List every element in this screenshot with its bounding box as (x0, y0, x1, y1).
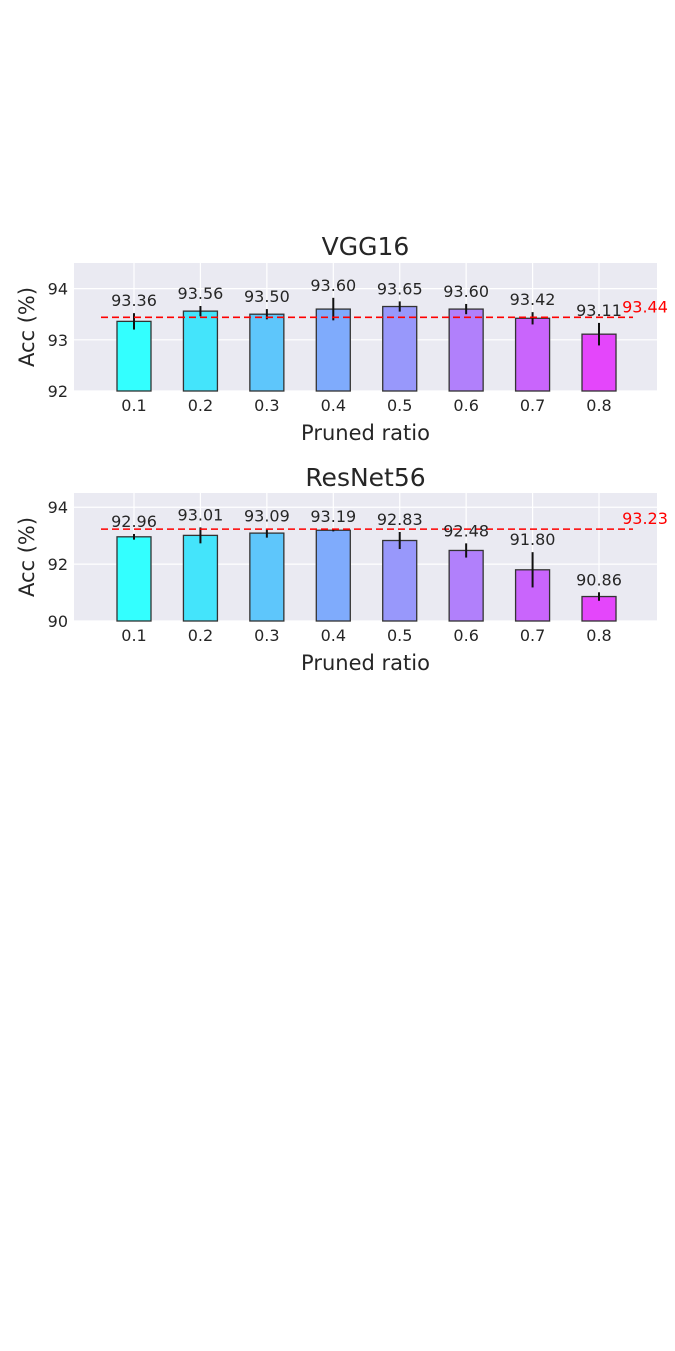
bar (116, 536, 152, 622)
plot-area (74, 263, 657, 391)
x-tick-label: 0.7 (520, 626, 545, 645)
x-axis-label: Pruned ratio (301, 421, 430, 445)
bar (182, 534, 219, 622)
x-tick-label: 0.4 (321, 626, 346, 645)
bar (448, 308, 484, 392)
data-label: 93.60 (310, 276, 356, 295)
baseline-label: 93.44 (622, 297, 668, 316)
x-tick-label: 0.6 (453, 626, 478, 645)
x-axis-label: Pruned ratio (301, 651, 430, 675)
bar (514, 317, 551, 392)
data-label: 93.42 (510, 290, 556, 309)
x-tick-label: 0.1 (121, 626, 146, 645)
data-label: 93.19 (310, 507, 356, 526)
x-tick-label: 0.7 (520, 396, 545, 415)
x-tick-label: 0.5 (387, 396, 412, 415)
y-tick-label: 90 (48, 612, 68, 631)
bar (382, 305, 418, 392)
data-label: 93.50 (244, 287, 290, 306)
x-tick-label: 0.3 (254, 396, 279, 415)
bar (182, 310, 219, 392)
data-label: 93.11 (576, 301, 622, 320)
y-tick-label: 94 (48, 280, 68, 299)
bar (116, 320, 152, 392)
y-tick-label: 94 (48, 498, 68, 517)
baseline-label: 93.23 (622, 509, 668, 528)
bar (382, 539, 418, 622)
y-tick-label: 93 (48, 331, 68, 350)
y-axis-label: Acc (%) (15, 287, 39, 367)
y-axis-label: Acc (%) (15, 517, 39, 597)
bar (448, 549, 484, 622)
data-label: 93.65 (377, 279, 423, 298)
bar (249, 313, 285, 392)
bar (249, 532, 285, 622)
x-tick-label: 0.5 (387, 626, 412, 645)
data-label: 93.60 (443, 282, 489, 301)
x-tick-label: 0.8 (586, 626, 611, 645)
x-tick-label: 0.2 (188, 626, 213, 645)
data-label: 93.09 (244, 507, 290, 526)
plot-area (74, 493, 657, 621)
bar (315, 308, 351, 392)
chart-panel: 93.23 92.96 93.01 93.09 93.19 92.83 92.48 91.80… (15, 463, 668, 675)
data-label: 93.01 (178, 505, 224, 524)
chart-panel: 93.44 93.36 93.56 93.50 93.60 93.65 93.60 93.42… (15, 232, 668, 445)
data-label: 91.80 (510, 530, 556, 549)
chart-title: VGG16 (322, 232, 410, 261)
data-label: 92.48 (443, 521, 489, 540)
data-label: 93.56 (178, 284, 224, 303)
x-tick-label: 0.4 (321, 396, 346, 415)
y-tick-label: 92 (48, 382, 68, 401)
data-label: 92.96 (111, 512, 157, 531)
chart-title: ResNet56 (305, 463, 425, 492)
x-tick-label: 0.6 (453, 396, 478, 415)
x-tick-label: 0.1 (121, 396, 146, 415)
data-label: 93.36 (111, 291, 157, 310)
y-tick-label: 92 (48, 555, 68, 574)
x-tick-label: 0.8 (586, 396, 611, 415)
bar (315, 529, 351, 622)
x-tick-label: 0.3 (254, 626, 279, 645)
x-tick-label: 0.2 (188, 396, 213, 415)
data-label: 92.83 (377, 510, 423, 529)
data-label: 90.86 (576, 570, 622, 589)
